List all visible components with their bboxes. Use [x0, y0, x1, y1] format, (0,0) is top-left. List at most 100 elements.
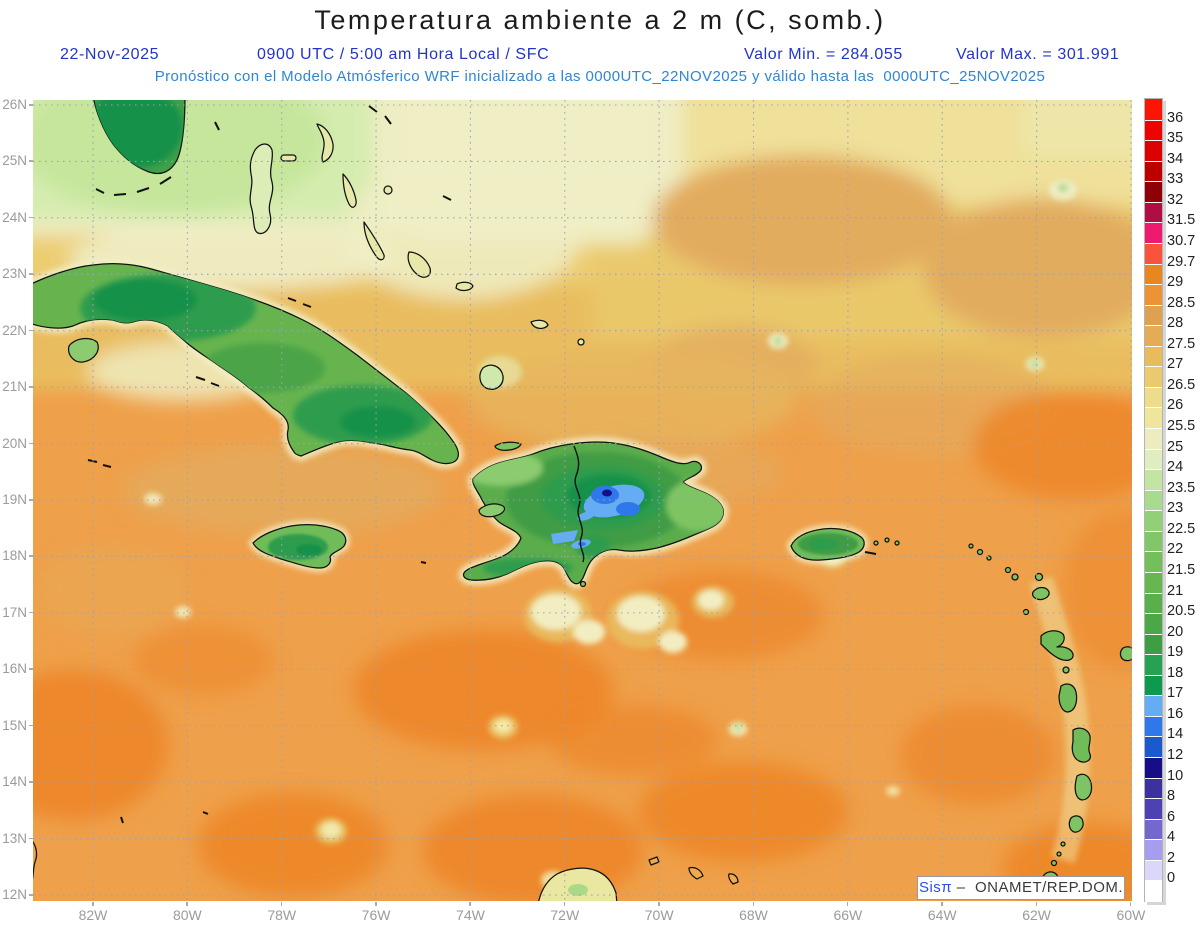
- colorbar-segment: [1145, 99, 1162, 120]
- gridlines: [33, 100, 1132, 901]
- lat-tick: [29, 216, 33, 219]
- colorbar-segment: [1145, 613, 1162, 635]
- colorbar-tick-label: 19: [1167, 644, 1184, 661]
- lat-tick: [29, 160, 33, 162]
- colorbar-tick-label: 14: [1167, 726, 1184, 743]
- island-jamaica: [252, 523, 347, 569]
- colorbar-tick-label: 23.5: [1167, 479, 1196, 496]
- colorbar-tick-label: 29.7: [1167, 253, 1196, 270]
- lat-tick-label: 15N: [2, 717, 27, 733]
- lat-tick: [29, 104, 33, 106]
- colorbar-segment: [1145, 242, 1162, 265]
- value-max: Valor Max. = 301.991: [956, 46, 1120, 63]
- colorbar-segment: [1145, 736, 1162, 759]
- colorbar-segment: [1145, 325, 1162, 347]
- lon-tick: [92, 902, 94, 906]
- lat-tick: [29, 668, 33, 670]
- lon-tick: [280, 902, 283, 906]
- colorbar-segment: [1145, 757, 1162, 779]
- colorbar-segment: [1145, 880, 1162, 902]
- lon-tick-label: 80W: [172, 907, 202, 923]
- colorbar-segment: [1145, 633, 1162, 656]
- forecast-time: 0900 UTC / 5:00 am Hora Local / SFC: [257, 46, 550, 63]
- colorbar-segment: [1145, 674, 1162, 697]
- colorbar-segment: [1145, 181, 1162, 203]
- colorbar-segment: [1145, 222, 1162, 244]
- colorbar-tick-label: 20.5: [1167, 603, 1196, 620]
- attribution-org: – ONAMET/REP.DOM.: [952, 879, 1124, 896]
- colorbar-tick-label: 28.5: [1167, 294, 1196, 311]
- lat-tick-label: 12N: [2, 887, 27, 903]
- model-init-line: Pronóstico con el Modelo Atmósferico WRF…: [154, 68, 1046, 85]
- value-min: Valor Min. = 284.055: [744, 46, 903, 63]
- lon-tick: [941, 902, 943, 906]
- island-barbados: [1119, 646, 1132, 662]
- lon-tick: [375, 902, 377, 906]
- lat-tick-label: 14N: [2, 774, 27, 790]
- colorbar-tick-label: 26.5: [1167, 376, 1196, 393]
- colorbar-tick-label: 0: [1167, 870, 1176, 887]
- lat-tick: [29, 499, 33, 501]
- colorbar-tick-label: 10: [1167, 767, 1184, 784]
- haiti-dr-border: [573, 445, 585, 563]
- colorbar-segment: [1145, 304, 1162, 327]
- colorbar-segment: [1145, 715, 1162, 738]
- colorbar-segment: [1145, 654, 1162, 676]
- colorbar-tick-label: 12: [1167, 747, 1184, 764]
- lon-tick-label: 78W: [267, 907, 297, 923]
- island-st-vincent: [1068, 815, 1084, 833]
- colorbar-segment: [1145, 859, 1162, 882]
- colorbar-segment: [1145, 386, 1162, 409]
- lat-tick-label: 17N: [2, 604, 27, 620]
- island-dominica: [1058, 683, 1078, 713]
- island-puerto-rico: [790, 527, 900, 561]
- lat-tick: [29, 329, 33, 332]
- colorbar-segment: [1145, 469, 1162, 491]
- colorbar: [1144, 98, 1163, 902]
- colorbar-segment: [1145, 119, 1162, 142]
- lat-tick-label: 26N: [2, 97, 27, 112]
- colorbar-segment: [1145, 530, 1162, 553]
- colorbar-tick-label: 24: [1167, 459, 1184, 476]
- colorbar-tick-label: 30.7: [1167, 232, 1196, 249]
- colorbar-segment: [1145, 571, 1162, 594]
- lon-tick-label: 64W: [927, 907, 957, 923]
- attribution-box: Sisπ – ONAMET/REP.DOM.: [917, 876, 1125, 900]
- colorbar-tick-label: 4: [1167, 829, 1176, 846]
- attribution-brand: Sisπ: [918, 879, 953, 896]
- lon-tick-label: 74W: [456, 907, 485, 923]
- colorbar-tick-label: 27: [1167, 356, 1184, 373]
- colorbar-tick-label: 20: [1167, 623, 1184, 640]
- colorbar-tick-label: 21: [1167, 582, 1184, 599]
- lat-tick: [29, 894, 33, 896]
- colorbar-tick-label: 16: [1167, 705, 1184, 722]
- island-st-lucia: [1074, 773, 1093, 801]
- island-beata: [579, 580, 587, 588]
- colorbar-segment: [1145, 510, 1162, 532]
- island-antigua: [1031, 586, 1050, 601]
- colorbar-tick-label: 18: [1167, 664, 1184, 681]
- colorbar-segment: [1145, 551, 1162, 573]
- island-martinique: [1071, 727, 1092, 763]
- colorbar-segment: [1145, 201, 1162, 224]
- lon-tick-label: 66W: [833, 907, 863, 923]
- island-gonave: [478, 503, 506, 518]
- colorbar-tick-label: 23: [1167, 500, 1184, 517]
- colorbar-tick-label: 32: [1167, 191, 1184, 208]
- colorbar-tick-label: 36: [1167, 109, 1184, 126]
- lon-tick-label: 68W: [739, 907, 768, 923]
- colorbar-tick-label: 35: [1167, 130, 1184, 147]
- colorbar-segment: [1145, 345, 1162, 368]
- lat-tick: [29, 837, 33, 840]
- colorbar-segment: [1145, 366, 1162, 388]
- sea-cool-spots: [144, 180, 1077, 889]
- sea-field-soft: [33, 100, 1132, 901]
- isla-juventud: [67, 337, 99, 363]
- lat-tick: [29, 555, 33, 557]
- lat-tick-label: 19N: [2, 492, 27, 507]
- colorbar-tick-label: 34: [1167, 150, 1184, 167]
- colorbar-segment: [1145, 695, 1162, 717]
- lon-tick-label: 72W: [550, 907, 580, 923]
- lat-tick-label: 13N: [2, 830, 27, 846]
